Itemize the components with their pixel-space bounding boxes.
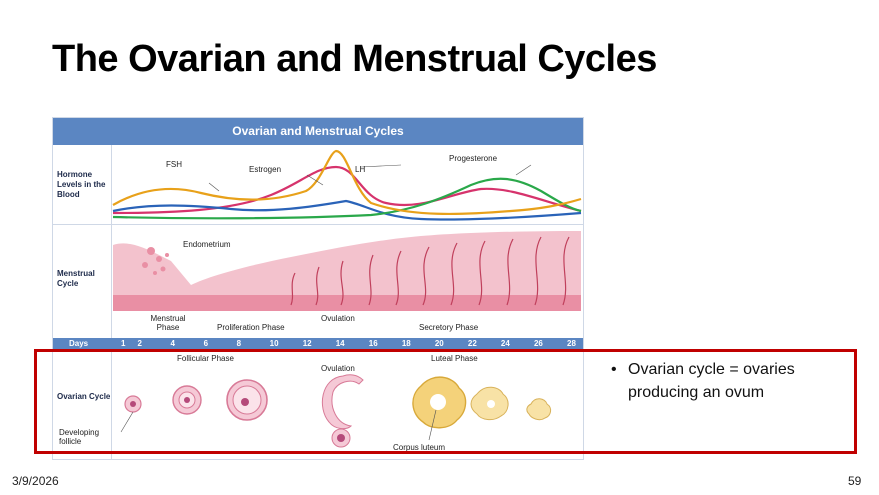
estrogen-label: Estrogen xyxy=(249,165,282,174)
progesterone-label: Progesterone xyxy=(449,154,498,163)
blue-hormone-curve xyxy=(112,199,582,221)
bullet-text: Ovarian cycle = ovaries producing an ovu… xyxy=(628,361,795,401)
hormone-curves xyxy=(112,149,582,221)
days-label: Days xyxy=(69,339,89,348)
corpus-luteum-1 xyxy=(412,376,467,429)
menstrual-phase-label: Menstrual Phase xyxy=(150,314,186,332)
day-tick-label: 14 xyxy=(335,339,345,348)
ovarian-illustration xyxy=(120,374,552,448)
bullet-dot: • xyxy=(611,361,617,378)
day-tick-label: 24 xyxy=(500,339,510,348)
estrogen-curve xyxy=(112,165,582,215)
proliferation-phase-label: Proliferation Phase xyxy=(217,323,285,332)
follicle-3 xyxy=(226,379,268,421)
ovum xyxy=(331,428,351,448)
corpus-albicans xyxy=(526,398,552,421)
fsh-lh-curve xyxy=(112,149,582,216)
corpus-luteum-label: Corpus luteum xyxy=(393,443,446,452)
day-tick-label: 12 xyxy=(302,339,312,348)
endometrium-base xyxy=(113,231,581,311)
divider xyxy=(53,224,583,225)
day-tick-label: 20 xyxy=(434,339,444,348)
progesterone-curve xyxy=(112,177,582,220)
day-tick-label: 28 xyxy=(567,339,576,348)
slide-title: The Ovarian and Menstrual Cycles xyxy=(52,38,657,80)
row-label-ovarian: Ovarian Cycle xyxy=(57,392,111,401)
endometrium-label: Endometrium xyxy=(183,240,231,249)
page-number: 59 xyxy=(848,474,862,488)
footer-date: 3/9/2026 xyxy=(12,474,59,488)
day-tick-label: 4 xyxy=(170,339,175,348)
day-tick-label: 2 xyxy=(137,339,142,348)
endometrium-layer xyxy=(113,295,581,311)
figure-title: Ovarian and Menstrual Cycles xyxy=(53,118,583,145)
days-bar xyxy=(53,338,583,349)
divider xyxy=(111,145,112,338)
secretory-phase-label: Secretory Phase xyxy=(419,323,479,332)
follicular-phase-label: Follicular Phase xyxy=(177,354,234,363)
day-tick-label: 6 xyxy=(203,339,209,348)
row-label-hormone: Hormone Levels in the Blood xyxy=(57,170,106,199)
divider xyxy=(111,349,112,459)
ovulation-bottom-label: Ovulation xyxy=(321,364,355,373)
endometrium-illustration xyxy=(113,231,581,311)
ovulation-top-label: Ovulation xyxy=(321,314,355,323)
day-tick-label: 22 xyxy=(467,339,477,348)
day-tick-label: 1 xyxy=(121,339,126,348)
lh-label: LH xyxy=(355,165,366,174)
fsh-label: FSH xyxy=(166,160,182,169)
day-tick-label: 18 xyxy=(401,339,411,348)
corpus-luteum-2 xyxy=(470,386,509,421)
day-tick-label: 10 xyxy=(269,339,279,348)
highlight-box xyxy=(34,349,857,454)
follicle-2 xyxy=(172,385,202,415)
developing-follicle-label: Developing follicle xyxy=(59,428,100,446)
cycle-figure: Ovarian and Menstrual Cycles Hormone Lev… xyxy=(52,117,584,460)
luteal-phase-label: Luteal Phase xyxy=(431,354,478,363)
ruptured-follicle xyxy=(321,374,364,430)
day-tick-label: 16 xyxy=(368,339,378,348)
row-label-menstrual: Menstrual Cycle xyxy=(57,269,95,288)
day-tick-label: 26 xyxy=(533,339,543,348)
day-tick-label: 8 xyxy=(236,339,242,348)
